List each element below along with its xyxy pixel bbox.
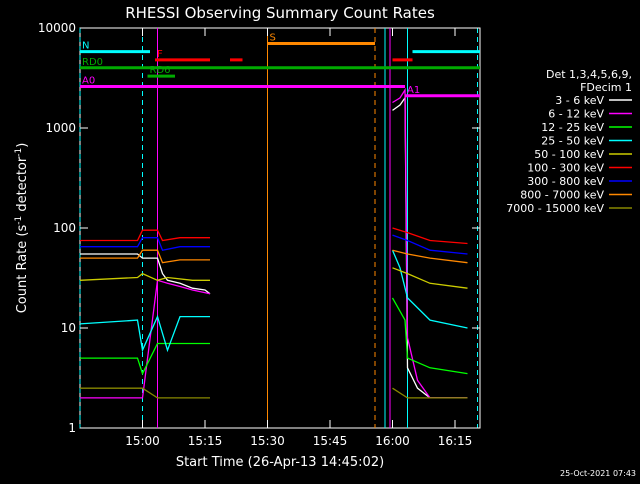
flag-label-a0: A0 — [82, 76, 95, 87]
y-axis-label-tail: detector — [15, 156, 30, 216]
flag-label-rd6: RD6 — [150, 65, 171, 76]
series-line-3-6-kev-0 — [80, 253, 211, 295]
y-axis-label-sup: -1 — [14, 216, 24, 225]
flag-bars: N S F RD0 RD6 A0 A1 — [80, 32, 480, 98]
legend-label-800-7000-kev: 800 - 7000 keV — [520, 189, 604, 202]
chart-title: RHESSI Observing Summary Count Rates — [125, 4, 435, 22]
series-line-25-50-kev-1 — [391, 249, 468, 329]
flag-label-n: N — [82, 41, 89, 52]
legend-label-100-300-kev: 100 - 300 keV — [527, 162, 604, 175]
legend-label-25-50-kev: 25 - 50 keV — [541, 135, 604, 148]
legend-label-6-12-kev: 6 - 12 keV — [548, 108, 604, 121]
series-line-50-100-kev-0 — [79, 272, 210, 281]
series-line-800-7000-kev-1 — [392, 249, 468, 264]
series-line-7000-15000-kev-1 — [392, 387, 468, 399]
flag-label-a1: A1 — [407, 85, 420, 96]
legend-label-12-25-kev: 12 - 25 keV — [541, 121, 604, 134]
legend-label-3-6-kev: 3 - 6 keV — [555, 94, 604, 107]
y-axis-ticks: 1 10 100 1000 10000 — [38, 21, 480, 435]
x-tick-label-16-00: 16:00 — [375, 434, 410, 448]
series-line-6-12-kev-0 — [80, 279, 211, 399]
legend-header-line-1: Det 1,3,4,5,6,9, — [546, 68, 632, 81]
series-line-300-800-kev-0 — [80, 237, 210, 251]
series-line-3-6-kev-1 — [392, 95, 468, 399]
footer-timestamp: 25-Oct-2021 07:43 — [560, 469, 636, 478]
y-axis-label: Count Rate (s-1 detector-1) — [14, 143, 30, 314]
series-line-800-7000-kev-0 — [80, 249, 210, 264]
y-tick-label-1: 1 — [68, 421, 76, 435]
flag-label-rd0: RD0 — [82, 57, 103, 68]
y-axis-label-main: Count Rate (s — [15, 225, 30, 314]
flag-label-s: S — [270, 32, 276, 43]
series-line-100-300-kev-1 — [392, 227, 468, 245]
series-line-100-300-kev-0 — [80, 229, 210, 242]
x-tick-label-16-15: 16:15 — [438, 434, 473, 448]
series-line-12-25-kev-1 — [391, 297, 468, 375]
flag-label-f: F — [157, 49, 163, 60]
y-axis-label-sup-2: -1 — [14, 148, 24, 157]
legend-label-300-800-kev: 300 - 800 keV — [527, 175, 604, 188]
series-line-300-800-kev-1 — [392, 234, 468, 255]
series-line-25-50-kev-0 — [79, 314, 210, 353]
legend-label-7000-15000-kev: 7000 - 15000 keV — [506, 202, 604, 215]
series-line-7000-15000-kev-0 — [80, 387, 210, 399]
y-tick-label-1000: 1000 — [45, 121, 76, 135]
legend-header-line-2: FDecim 1 — [580, 81, 632, 94]
x-tick-label-15-00: 15:00 — [125, 434, 160, 448]
x-tick-label-15-45: 15:45 — [313, 434, 348, 448]
y-axis-label-end: ) — [15, 143, 30, 148]
series-line-6-12-kev-1 — [392, 87, 468, 399]
y-tick-label-10000: 10000 — [38, 21, 76, 35]
x-tick-label-15-30: 15:30 — [250, 434, 285, 448]
series-lines — [79, 87, 468, 399]
series-line-12-25-kev-0 — [80, 342, 210, 376]
series-line-50-100-kev-1 — [392, 267, 468, 289]
legend-label-50-100-kev: 50 - 100 keV — [534, 148, 604, 161]
x-tick-label-15-15: 15:15 — [188, 434, 223, 448]
y-tick-label-100: 100 — [53, 221, 76, 235]
x-axis-label: Start Time (26-Apr-13 14:45:02) — [176, 455, 384, 470]
x-axis-ticks: 15:00 15:15 15:30 15:45 16:00 16:15 — [125, 28, 472, 448]
y-tick-label-10: 10 — [61, 321, 76, 335]
